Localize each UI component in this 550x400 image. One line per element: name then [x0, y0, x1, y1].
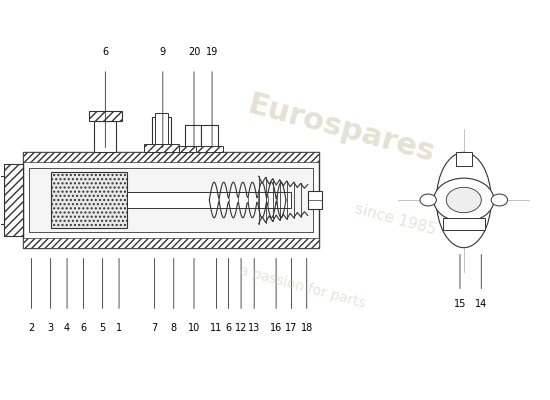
Text: 20: 20 — [188, 47, 200, 57]
Text: 19: 19 — [206, 47, 218, 57]
Text: 8: 8 — [170, 323, 177, 333]
Bar — [4, 164, 23, 236]
Circle shape — [459, 157, 468, 164]
Circle shape — [420, 194, 437, 206]
Bar — [89, 111, 122, 120]
Text: 3: 3 — [48, 323, 54, 333]
Text: 12: 12 — [235, 323, 248, 333]
Circle shape — [491, 194, 508, 206]
Text: 11: 11 — [210, 323, 223, 333]
Text: 6: 6 — [102, 47, 108, 57]
Text: 13: 13 — [248, 323, 260, 333]
Bar — [0, 176, 4, 224]
Bar — [95, 120, 116, 152]
Bar — [196, 146, 223, 152]
Bar — [201, 124, 218, 152]
Bar — [23, 238, 319, 248]
Bar — [443, 218, 485, 230]
Bar — [51, 172, 127, 228]
Ellipse shape — [437, 152, 491, 248]
Bar — [455, 152, 472, 166]
Text: 2: 2 — [29, 323, 35, 333]
Text: a passion for parts: a passion for parts — [238, 264, 367, 311]
Text: 10: 10 — [188, 323, 200, 333]
Text: 9: 9 — [160, 47, 166, 57]
Bar — [23, 152, 319, 162]
Text: 7: 7 — [151, 323, 158, 333]
Text: 1: 1 — [116, 323, 122, 333]
Text: 14: 14 — [475, 299, 487, 309]
Bar — [152, 116, 171, 152]
Text: Eurospares: Eurospares — [244, 90, 437, 168]
Bar — [308, 191, 322, 209]
Text: 5: 5 — [100, 323, 106, 333]
Text: 6: 6 — [80, 323, 86, 333]
Text: 18: 18 — [301, 323, 313, 333]
Text: 17: 17 — [285, 323, 298, 333]
Bar — [144, 144, 179, 152]
Bar — [155, 113, 168, 144]
Text: 6: 6 — [226, 323, 232, 333]
Bar — [185, 124, 201, 152]
Bar — [29, 168, 313, 232]
Text: 4: 4 — [64, 323, 70, 333]
Circle shape — [446, 187, 481, 213]
Text: 16: 16 — [270, 323, 282, 333]
Bar — [23, 152, 319, 248]
Bar — [179, 146, 207, 152]
Circle shape — [434, 178, 494, 222]
Text: 15: 15 — [454, 299, 466, 309]
Text: since 1985: since 1985 — [353, 202, 438, 238]
Bar — [127, 192, 292, 208]
